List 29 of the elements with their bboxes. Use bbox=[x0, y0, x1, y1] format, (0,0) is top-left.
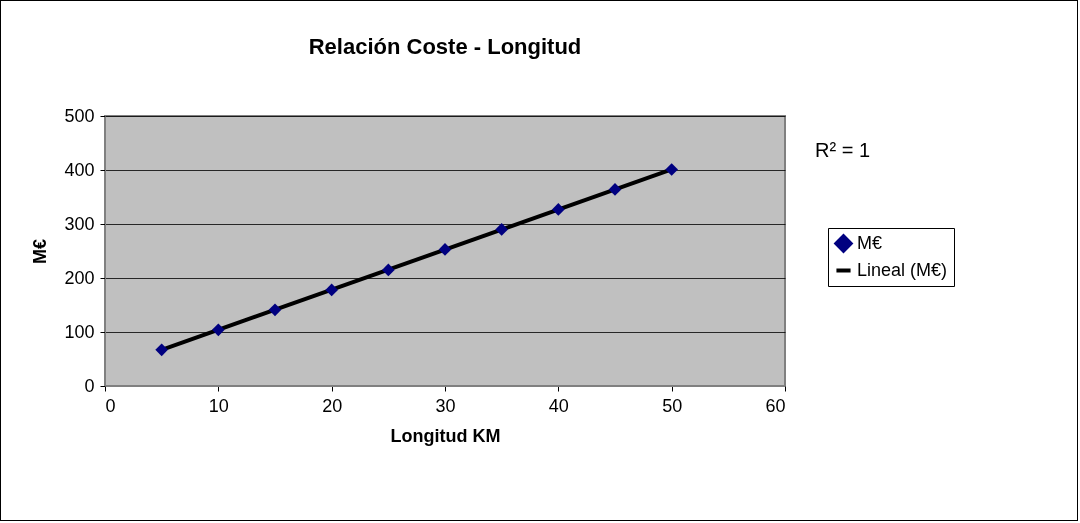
point bbox=[665, 163, 678, 176]
point bbox=[495, 223, 508, 236]
chart-title: Relación Coste - Longitud bbox=[308, 34, 582, 59]
x-tick-label: 0 bbox=[105, 395, 116, 416]
x-tick-label: 20 bbox=[322, 395, 343, 416]
x-tick-label: 40 bbox=[548, 395, 569, 416]
y-tick-label: 300 bbox=[64, 213, 95, 234]
legend-label: M€ bbox=[857, 232, 883, 253]
point bbox=[155, 343, 168, 357]
y-tick-label: 100 bbox=[64, 321, 95, 342]
y-tick-label: 500 bbox=[64, 105, 95, 126]
y-tick-label: 0 bbox=[84, 375, 95, 396]
y-tick-label: 200 bbox=[64, 267, 95, 288]
x-tick-label: 60 bbox=[765, 395, 786, 416]
x-axis-title: Longitud KM bbox=[390, 425, 501, 446]
point bbox=[608, 183, 622, 196]
x-tick-label: 50 bbox=[662, 395, 683, 416]
x-tick-label: 30 bbox=[435, 395, 456, 416]
text: R² = 1 bbox=[815, 139, 871, 161]
point bbox=[382, 263, 395, 277]
point bbox=[552, 203, 565, 216]
point bbox=[268, 303, 282, 317]
point bbox=[325, 283, 338, 297]
legend-label: Lineal (M€) bbox=[857, 259, 948, 280]
point bbox=[438, 243, 452, 256]
y-axis-title: M€ bbox=[30, 238, 51, 265]
point bbox=[212, 323, 225, 337]
y-tick-label: 400 bbox=[64, 159, 95, 180]
x-tick-label: 10 bbox=[208, 395, 229, 416]
